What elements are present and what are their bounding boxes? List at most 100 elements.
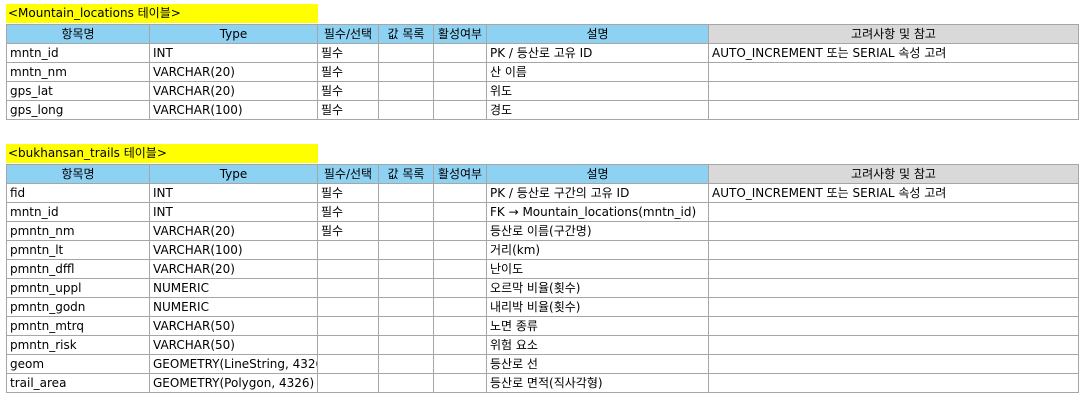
header-cell-required[interactable]: 필수/선택 <box>317 24 379 44</box>
header-cell-type[interactable]: Type <box>149 24 318 44</box>
cell-type[interactable]: INT <box>149 43 318 63</box>
cell-description[interactable]: 경도 <box>486 100 709 120</box>
cell-required[interactable] <box>317 240 379 260</box>
cell-item-name[interactable]: pmntn_godn <box>6 297 150 317</box>
cell-required[interactable]: 필수 <box>317 100 379 120</box>
header-cell-type[interactable]: Type <box>149 164 318 184</box>
cell-active[interactable] <box>433 62 487 82</box>
cell-required[interactable] <box>317 278 379 298</box>
cell-notes[interactable] <box>708 297 1079 317</box>
cell-active[interactable] <box>433 202 487 222</box>
cell-item-name[interactable]: pmntn_lt <box>6 240 150 260</box>
cell-notes[interactable]: AUTO_INCREMENT 또는 SERIAL 속성 고려 <box>708 183 1079 203</box>
cell-description[interactable]: FK → Mountain_locations(mntn_id) <box>486 202 709 222</box>
cell-description[interactable]: 내리박 비율(횟수) <box>486 297 709 317</box>
cell-required[interactable] <box>317 335 379 355</box>
cell-active[interactable] <box>433 43 487 63</box>
cell-required[interactable] <box>317 354 379 374</box>
cell-notes[interactable] <box>708 316 1079 336</box>
header-cell-notes[interactable]: 고려사항 및 참고 <box>708 164 1079 184</box>
cell-item-name[interactable]: trail_area <box>6 373 150 393</box>
cell-value-list[interactable] <box>378 259 434 279</box>
cell-active[interactable] <box>433 316 487 336</box>
header-cell-value-list[interactable]: 값 목록 <box>378 24 434 44</box>
cell-notes[interactable] <box>708 100 1079 120</box>
cell-required[interactable]: 필수 <box>317 62 379 82</box>
cell-notes[interactable]: AUTO_INCREMENT 또는 SERIAL 속성 고려 <box>708 43 1079 63</box>
cell-value-list[interactable] <box>378 354 434 374</box>
cell-value-list[interactable] <box>378 62 434 82</box>
cell-active[interactable] <box>433 221 487 241</box>
bukhansan-trails-table-title[interactable]: <bukhansan_trails 테이블> <box>6 144 318 163</box>
cell-required[interactable]: 필수 <box>317 183 379 203</box>
cell-type[interactable]: VARCHAR(50) <box>149 335 318 355</box>
cell-item-name[interactable]: mntn_nm <box>6 62 150 82</box>
cell-type[interactable]: INT <box>149 202 318 222</box>
cell-item-name[interactable]: fid <box>6 183 150 203</box>
cell-type[interactable]: VARCHAR(50) <box>149 316 318 336</box>
cell-value-list[interactable] <box>378 221 434 241</box>
cell-value-list[interactable] <box>378 202 434 222</box>
cell-notes[interactable] <box>708 373 1079 393</box>
cell-notes[interactable] <box>708 354 1079 374</box>
header-cell-item-name[interactable]: 항목명 <box>6 164 150 184</box>
header-cell-value-list[interactable]: 값 목록 <box>378 164 434 184</box>
cell-value-list[interactable] <box>378 183 434 203</box>
cell-required[interactable]: 필수 <box>317 221 379 241</box>
cell-type[interactable]: VARCHAR(100) <box>149 240 318 260</box>
header-cell-required[interactable]: 필수/선택 <box>317 164 379 184</box>
cell-required[interactable]: 필수 <box>317 43 379 63</box>
cell-notes[interactable] <box>708 62 1079 82</box>
cell-value-list[interactable] <box>378 100 434 120</box>
cell-notes[interactable] <box>708 278 1079 298</box>
cell-active[interactable] <box>433 81 487 101</box>
header-cell-notes[interactable]: 고려사항 및 참고 <box>708 24 1079 44</box>
cell-active[interactable] <box>433 278 487 298</box>
cell-value-list[interactable] <box>378 316 434 336</box>
cell-active[interactable] <box>433 183 487 203</box>
cell-value-list[interactable] <box>378 81 434 101</box>
cell-active[interactable] <box>433 354 487 374</box>
header-cell-description[interactable]: 설명 <box>486 24 709 44</box>
cell-value-list[interactable] <box>378 43 434 63</box>
cell-item-name[interactable]: pmntn_risk <box>6 335 150 355</box>
cell-active[interactable] <box>433 373 487 393</box>
cell-type[interactable]: INT <box>149 183 318 203</box>
cell-description[interactable]: 산 이름 <box>486 62 709 82</box>
cell-item-name[interactable]: gps_lat <box>6 81 150 101</box>
cell-item-name[interactable]: geom <box>6 354 150 374</box>
cell-type[interactable]: VARCHAR(100) <box>149 100 318 120</box>
header-cell-item-name[interactable]: 항목명 <box>6 24 150 44</box>
cell-description[interactable]: 등산로 선 <box>486 354 709 374</box>
cell-notes[interactable] <box>708 81 1079 101</box>
cell-description[interactable]: 노면 종류 <box>486 316 709 336</box>
cell-required[interactable] <box>317 373 379 393</box>
cell-required[interactable] <box>317 316 379 336</box>
cell-item-name[interactable]: pmntn_uppl <box>6 278 150 298</box>
cell-description[interactable]: 위도 <box>486 81 709 101</box>
cell-type[interactable]: GEOMETRY(Polygon, 4326) <box>149 373 318 393</box>
cell-item-name[interactable]: gps_long <box>6 100 150 120</box>
cell-required[interactable] <box>317 297 379 317</box>
cell-active[interactable] <box>433 297 487 317</box>
cell-active[interactable] <box>433 335 487 355</box>
cell-description[interactable]: 난이도 <box>486 259 709 279</box>
cell-description[interactable]: PK / 등산로 고유 ID <box>486 43 709 63</box>
cell-value-list[interactable] <box>378 240 434 260</box>
cell-required[interactable] <box>317 259 379 279</box>
header-cell-active[interactable]: 활성여부 <box>433 164 487 184</box>
cell-value-list[interactable] <box>378 335 434 355</box>
cell-type[interactable]: VARCHAR(20) <box>149 81 318 101</box>
cell-active[interactable] <box>433 259 487 279</box>
cell-item-name[interactable]: pmntn_nm <box>6 221 150 241</box>
cell-item-name[interactable]: pmntn_dffl <box>6 259 150 279</box>
header-cell-active[interactable]: 활성여부 <box>433 24 487 44</box>
cell-notes[interactable] <box>708 335 1079 355</box>
cell-notes[interactable] <box>708 221 1079 241</box>
cell-notes[interactable] <box>708 240 1079 260</box>
cell-description[interactable]: 위험 요소 <box>486 335 709 355</box>
cell-required[interactable]: 필수 <box>317 81 379 101</box>
cell-type[interactable]: VARCHAR(20) <box>149 62 318 82</box>
cell-description[interactable]: 거리(km) <box>486 240 709 260</box>
cell-item-name[interactable]: mntn_id <box>6 43 150 63</box>
